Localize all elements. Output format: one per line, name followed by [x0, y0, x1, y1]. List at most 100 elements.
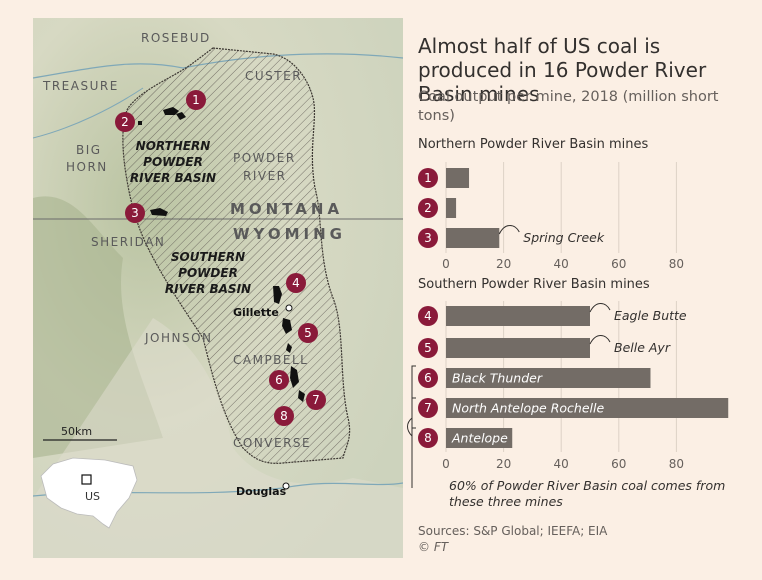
bar-mine-7	[446, 398, 729, 418]
southern-basin-label-2: POWDER	[178, 266, 238, 280]
map-mine-marker-circle-4	[286, 273, 306, 293]
inset-locator-box	[81, 474, 92, 485]
map-mine-marker-1: 1	[186, 90, 206, 110]
bar-mine-6	[446, 368, 651, 388]
southern-basin-label-3: RIVER BASIN	[165, 282, 251, 296]
x-tick-label-1-80: 80	[669, 457, 684, 471]
x-tick-label-0-40: 40	[554, 257, 569, 271]
mine-marker-number-3: 3	[424, 231, 432, 245]
river-north	[33, 53, 403, 79]
county-label-horn: HORN	[66, 160, 108, 174]
map-mine-marker-8: 8	[274, 406, 294, 426]
x-tick-label-1-0: 0	[442, 457, 450, 471]
bar-mine-4	[446, 306, 590, 326]
bar-mine-5	[446, 338, 590, 358]
county-label-treasure: TREASURE	[42, 79, 119, 93]
mine-marker-number-4: 4	[424, 309, 432, 323]
mine-name-label-7: North Antelope Rochelle	[452, 401, 604, 416]
map-mine-marker-number-3: 3	[131, 206, 139, 220]
note-text: 60% of Powder River Basin coal comes fro…	[449, 478, 726, 509]
county-label-converse: CONVERSE	[233, 436, 311, 450]
map-mine-marker-circle-2	[115, 112, 135, 132]
northern-basin-label-3: RIVER BASIN	[130, 171, 216, 185]
map-mine-marker-number-6: 6	[275, 373, 283, 387]
map-mine-marker-number-8: 8	[280, 409, 288, 423]
mine-marker-5	[418, 338, 438, 358]
mine-marker-3	[418, 228, 438, 248]
sources: Sources: S&P Global; IEEFA; EIA	[418, 524, 608, 538]
town-label-gillette: Gillette	[233, 306, 279, 319]
county-label-custer: CUSTER	[245, 69, 302, 83]
copyright: © FT	[418, 540, 449, 554]
map-mine-marker-6: 6	[269, 370, 289, 390]
mine-marker-number-1: 1	[424, 171, 432, 185]
x-tick-label-1-60: 60	[611, 457, 626, 471]
x-tick-label-0-60: 60	[611, 257, 626, 271]
mine-marker-8	[418, 428, 438, 448]
x-tick-label-1-20: 20	[496, 457, 511, 471]
county-label-sheridan: SHERIDAN	[91, 235, 165, 249]
bracket-ticks	[412, 397, 416, 429]
us-outline	[40, 457, 138, 529]
map-mine-marker-circle-3	[125, 203, 145, 223]
mine-marker-4	[418, 306, 438, 326]
mine-name-label-3: Spring Creek	[523, 230, 605, 245]
northern-basin-label-2: POWDER	[143, 155, 203, 169]
mine-marker-2	[418, 198, 438, 218]
map-mine-marker-circle-6	[269, 370, 289, 390]
county-label-campbell: CAMPBELL	[233, 353, 308, 367]
northern-basin-label-1: NORTHERN	[136, 139, 211, 153]
mine-marker-6	[418, 368, 438, 388]
bar-mine-3	[446, 228, 500, 248]
map-mine-marker-circle-7	[306, 390, 326, 410]
scale-label: 50km	[61, 425, 92, 438]
map-mine-marker-7: 7	[306, 390, 326, 410]
bar-mine-8	[446, 428, 513, 448]
mine-name-label-5: Belle Ayr	[614, 340, 671, 355]
county-label-river: RIVER	[243, 169, 287, 183]
chart-panel: Almost half of US coal is produced in 16…	[404, 18, 744, 558]
county-label-rosebud: ROSEBUD	[141, 31, 211, 45]
river-northwest	[33, 87, 144, 139]
county-label-powder: POWDER	[233, 151, 296, 165]
state-label-montana: MONTANA	[230, 200, 343, 218]
mine-marker-1	[418, 168, 438, 188]
map-mine-marker-circle-8	[274, 406, 294, 426]
map-mine-marker-5: 5	[298, 323, 318, 343]
mine-name-label-8: Antelope	[451, 431, 508, 446]
town-label-douglas: Douglas	[236, 485, 287, 498]
southern-basin-label-1: SOUTHERN	[171, 250, 245, 264]
scale-bar: 50km	[43, 425, 117, 441]
southern-section-title: Southern Powder River Basin mines	[418, 277, 650, 292]
label-leader-3	[498, 225, 520, 235]
mine-marker-number-6: 6	[424, 371, 432, 385]
gillette-dot	[285, 304, 293, 312]
headline: Almost half of US coal is produced in 16…	[418, 34, 707, 106]
map-mine-marker-2: 2	[115, 112, 135, 132]
map-mine-marker-number-1: 1	[192, 93, 200, 107]
mine-marker-number-8: 8	[424, 431, 432, 445]
county-label-johnson: JOHNSON	[144, 331, 213, 345]
label-leader-4	[589, 303, 611, 313]
northern-section-title: Northern Powder River Basin mines	[418, 137, 649, 152]
us-inset: US	[40, 457, 138, 529]
bar-charts: 0 20 40 60 80 1 2 3 Spring Creek 0 20 40 60 80 4 Eagle …	[407, 162, 729, 488]
map-mine-marker-number-2: 2	[121, 115, 129, 129]
mine-marker-number-2: 2	[424, 201, 432, 215]
map-mine-marker-4: 4	[286, 273, 306, 293]
bracket-brace	[407, 417, 413, 437]
map-mine-marker-number-7: 7	[312, 393, 320, 407]
mine-footprints	[138, 107, 305, 402]
bar-mine-2	[446, 198, 457, 218]
x-tick-label-0-20: 20	[496, 257, 511, 271]
bracket-line	[411, 365, 416, 488]
state-label-wyoming: WYOMING	[233, 225, 346, 243]
mine-marker-number-5: 5	[424, 341, 432, 355]
mine-marker-7	[418, 398, 438, 418]
label-leader-5	[589, 335, 611, 345]
douglas-dot	[282, 482, 290, 490]
bar-mine-1	[446, 168, 470, 188]
map-mine-marker-number-4: 4	[292, 276, 300, 290]
county-label-big: BIG	[76, 143, 102, 157]
